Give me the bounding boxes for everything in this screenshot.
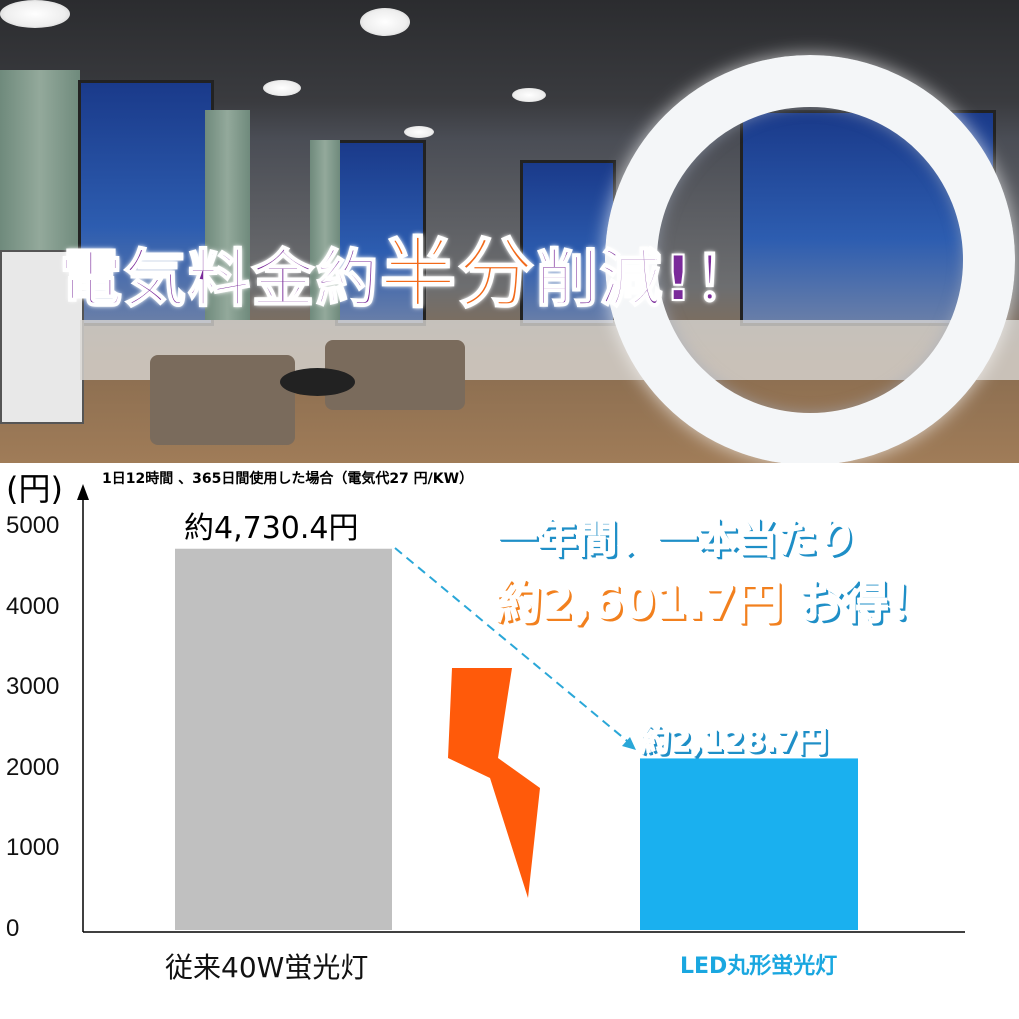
bar-led bbox=[640, 758, 858, 930]
banner-text-suffix: 削減!！ bbox=[535, 241, 759, 316]
comparison-arrow-head bbox=[622, 737, 636, 750]
y-tick-label: 3000 bbox=[6, 673, 60, 701]
banner-highlight: 半分 bbox=[379, 228, 537, 319]
y-tick-label: 1000 bbox=[6, 834, 60, 862]
y-axis-label: (円) bbox=[6, 470, 63, 508]
banner-text: 電気料金約 bbox=[59, 241, 381, 316]
savings-amount: 約2,601.7円 bbox=[494, 574, 782, 630]
data-label-led: 約2,128.7円 bbox=[639, 723, 828, 760]
y-axis-arrow bbox=[77, 484, 89, 500]
y-tick-label: 2000 bbox=[6, 753, 60, 781]
y-tick-label: 5000 bbox=[6, 512, 60, 539]
savings-line1: 一年間、一本当たり bbox=[496, 515, 858, 563]
savings-line2: 約2,601.7円 お得！ bbox=[494, 566, 936, 632]
headline-banner: 電気料金約半分削減!！ bbox=[59, 212, 759, 322]
data-label-conventional: 約4,730.4円 bbox=[184, 511, 359, 546]
category-label-led: LED丸形蛍光灯 bbox=[680, 954, 838, 979]
comparison-arrow-line bbox=[394, 547, 633, 746]
bar-conventional bbox=[175, 548, 392, 930]
savings-suffix: お得！ bbox=[796, 574, 936, 630]
room-photo: 電気料金約半分削減!！ bbox=[0, 0, 1019, 463]
y-tick-label: 0 bbox=[6, 915, 20, 942]
condition-note: 1日12時間 、365日間使用した場合（電気代27 円/KW） bbox=[102, 471, 474, 487]
y-tick-label: 4000 bbox=[6, 592, 60, 620]
category-label-conventional: 従来40W蛍光灯 bbox=[165, 951, 369, 984]
lightning-bolt-icon bbox=[448, 668, 540, 898]
